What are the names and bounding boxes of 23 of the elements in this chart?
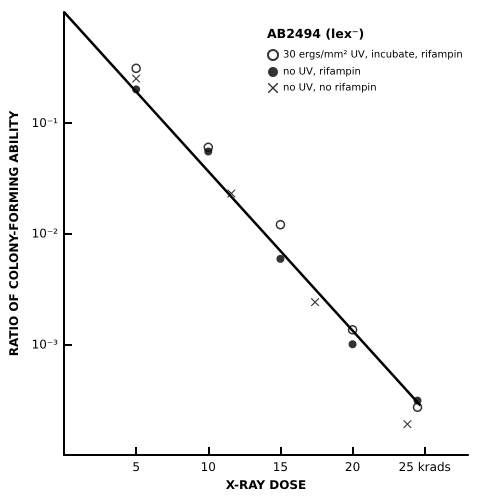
x-tick-label: 25 krads xyxy=(398,460,451,474)
legend-label: no UV, rifampin xyxy=(283,66,361,78)
x-axis-title: X-RAY DOSE xyxy=(226,478,306,492)
legend-title: AB2494 (lex⁻) xyxy=(267,26,364,41)
point xyxy=(131,64,141,74)
x-tick-label: 15 xyxy=(272,460,288,474)
x-tick-label: 20 xyxy=(344,460,360,474)
point xyxy=(227,189,236,198)
x-tick-label: 10 xyxy=(200,460,216,474)
point xyxy=(403,420,412,428)
point xyxy=(132,74,140,83)
y-tick-label: 10⁻² xyxy=(32,226,58,240)
legend-label: no UV, no rifampin xyxy=(283,82,377,94)
x-tick-label: 5 xyxy=(132,460,140,474)
y-tick-label: 10⁻¹ xyxy=(32,116,58,130)
point xyxy=(348,340,357,348)
point xyxy=(311,298,320,306)
point xyxy=(276,220,286,230)
y-axis-title: RATIO OF COLONY-FORMING ABILITY xyxy=(7,110,21,356)
y-tick-label: 10⁻³ xyxy=(32,337,58,352)
point xyxy=(276,254,284,263)
legend-label: 30 ergs/mm² UV, incubate, rifampin xyxy=(283,50,463,60)
point xyxy=(204,148,212,156)
